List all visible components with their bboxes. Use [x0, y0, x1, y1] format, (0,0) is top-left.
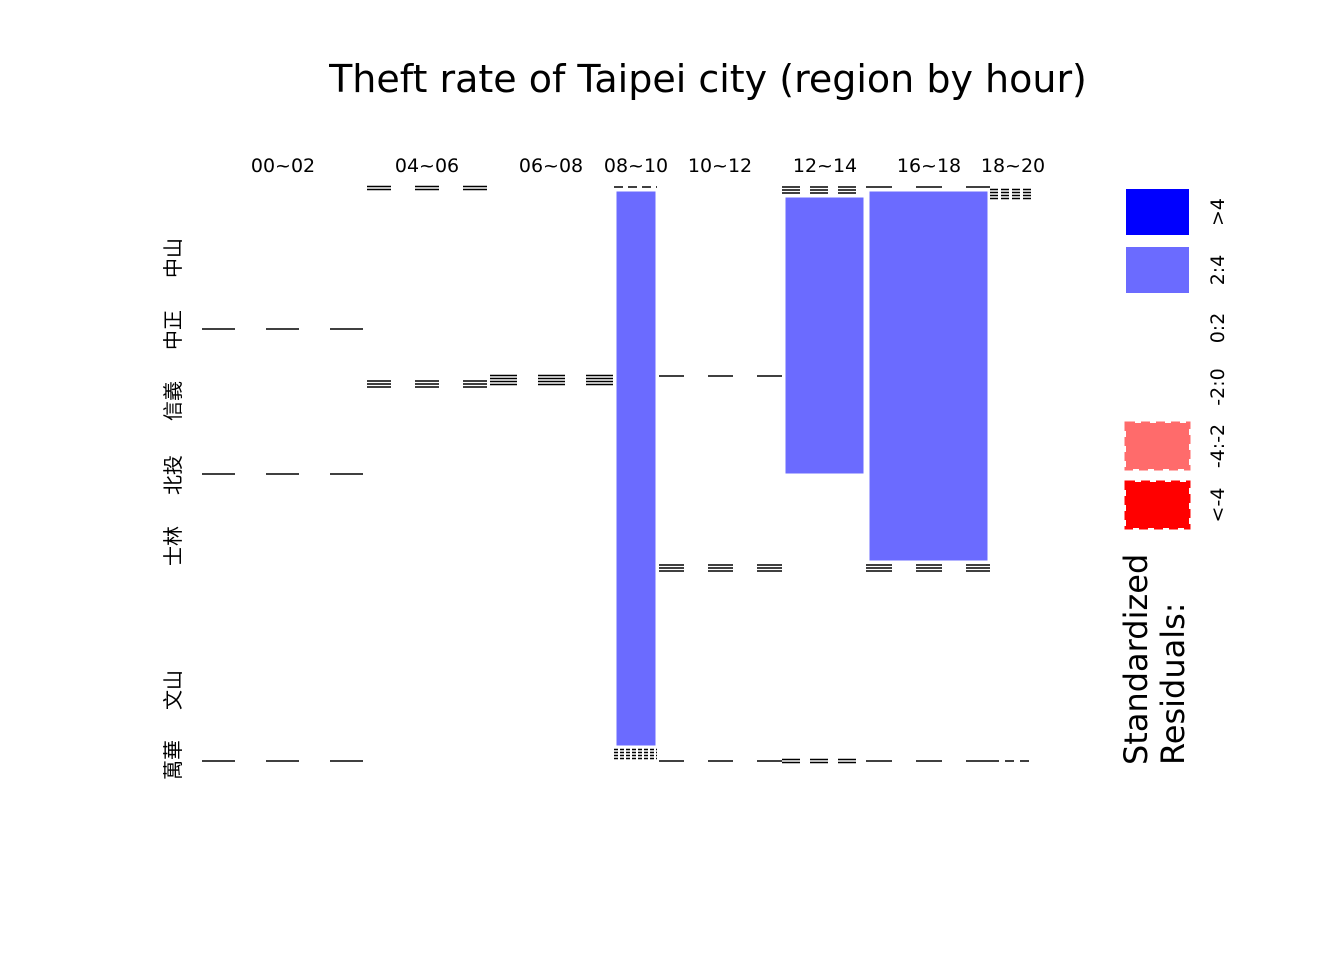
- mosaic-tile-1: [784, 196, 865, 475]
- col-label-4: 10~12: [688, 155, 752, 177]
- row-label-4: 士林: [161, 526, 185, 566]
- collapsed-cell-14: [866, 564, 990, 572]
- legend-title-line1: Standardized: [1117, 554, 1155, 765]
- legend-label-3: -2:0: [1207, 368, 1229, 405]
- legend-swatch-0: [1126, 189, 1189, 235]
- legend-label-2: 0:2: [1207, 313, 1229, 344]
- mosaic-tile-0: [615, 190, 657, 747]
- collapsed-cell-5: [490, 374, 614, 386]
- collapsed-cell-9: [659, 564, 782, 572]
- col-label-1: 04~06: [395, 155, 459, 177]
- col-label-5: 12~14: [793, 155, 857, 177]
- legend-swatch-5: [1124, 480, 1191, 530]
- row-label-3: 北投: [161, 455, 185, 495]
- row-label-0: 中山: [161, 238, 185, 278]
- legend-swatch-3: [1126, 364, 1189, 410]
- collapsed-cell-4: [367, 380, 490, 388]
- mosaic-tile-2: [868, 190, 989, 562]
- legend-title-line2: Residuals:: [1154, 602, 1192, 765]
- row-label-2: 信義: [161, 381, 185, 421]
- row-label-1: 中正: [161, 310, 185, 350]
- collapsed-cell-3: [367, 185, 490, 191]
- legend-swatch-4: [1124, 421, 1191, 471]
- residual-legend: Standardized Residuals: >4 2:4 0:2 -2:0 -4:-…: [1117, 189, 1229, 765]
- col-label-3: 08~10: [604, 155, 668, 177]
- legend-swatch-1: [1126, 247, 1189, 293]
- legend-label-4: -4:-2: [1207, 424, 1229, 468]
- legend-label-0: >4: [1207, 198, 1229, 226]
- hour-column-labels: 00~02 04~06 06~08 08~10 10~12 12~14 16~18 18~20: [251, 155, 1045, 177]
- collapsed-cell-16: [990, 188, 1034, 200]
- col-label-0: 00~02: [251, 155, 315, 177]
- chart-title: Theft rate of Taipei city (region by hou…: [328, 57, 1087, 101]
- col-label-2: 06~08: [519, 155, 583, 177]
- collapsed-cell-11: [782, 186, 866, 194]
- collapsed-cell-12: [782, 758, 866, 764]
- col-label-6: 16~18: [897, 155, 961, 177]
- row-label-5: 文山: [161, 670, 185, 710]
- row-label-6: 萬華: [161, 740, 185, 780]
- mosaic-tiles: [202, 185, 1034, 764]
- col-label-7: 18~20: [981, 155, 1045, 177]
- legend-label-1: 2:4: [1207, 255, 1229, 286]
- legend-swatch-2: [1126, 305, 1189, 351]
- collapsed-cell-7: [614, 748, 657, 760]
- legend-label-5: <-4: [1207, 488, 1229, 523]
